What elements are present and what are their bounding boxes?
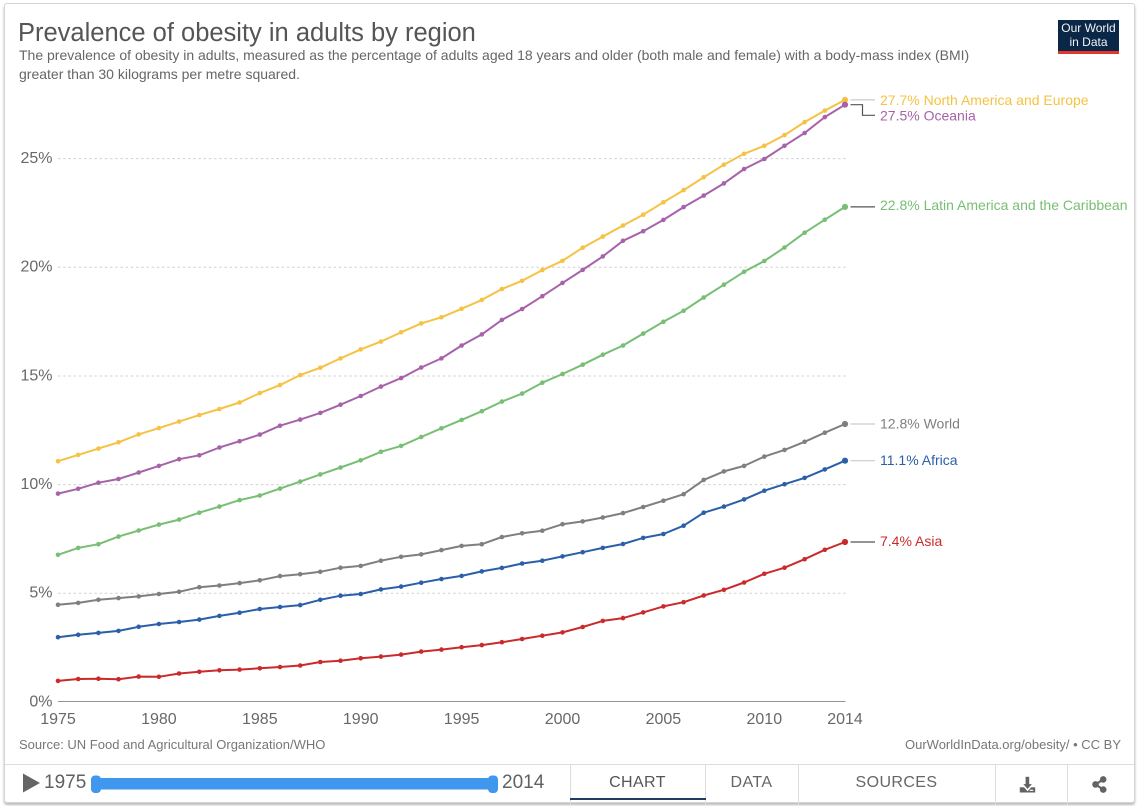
svg-text:1990: 1990 xyxy=(343,711,379,728)
svg-text:20%: 20% xyxy=(20,259,52,276)
svg-text:7.4% Asia: 7.4% Asia xyxy=(880,533,942,549)
svg-text:27.5% Oceania: 27.5% Oceania xyxy=(880,107,976,123)
svg-text:2005: 2005 xyxy=(646,711,682,728)
svg-text:12.8% World: 12.8% World xyxy=(880,416,960,432)
svg-text:11.1% Africa: 11.1% Africa xyxy=(880,452,958,468)
svg-text:2014: 2014 xyxy=(827,711,863,728)
svg-text:2000: 2000 xyxy=(545,711,581,728)
svg-text:25%: 25% xyxy=(20,150,52,167)
svg-text:0%: 0% xyxy=(29,693,52,710)
svg-text:15%: 15% xyxy=(20,367,52,384)
svg-text:1980: 1980 xyxy=(141,711,177,728)
svg-text:22.8% Latin America and the Ca: 22.8% Latin America and the Caribbean xyxy=(880,197,1128,213)
svg-text:5%: 5% xyxy=(29,585,52,602)
svg-text:10%: 10% xyxy=(20,476,52,493)
svg-text:1995: 1995 xyxy=(444,711,480,728)
svg-text:1975: 1975 xyxy=(40,711,76,728)
svg-text:2010: 2010 xyxy=(747,711,783,728)
svg-text:27.7% North America and Europe: 27.7% North America and Europe xyxy=(880,92,1089,108)
svg-text:1985: 1985 xyxy=(242,711,278,728)
